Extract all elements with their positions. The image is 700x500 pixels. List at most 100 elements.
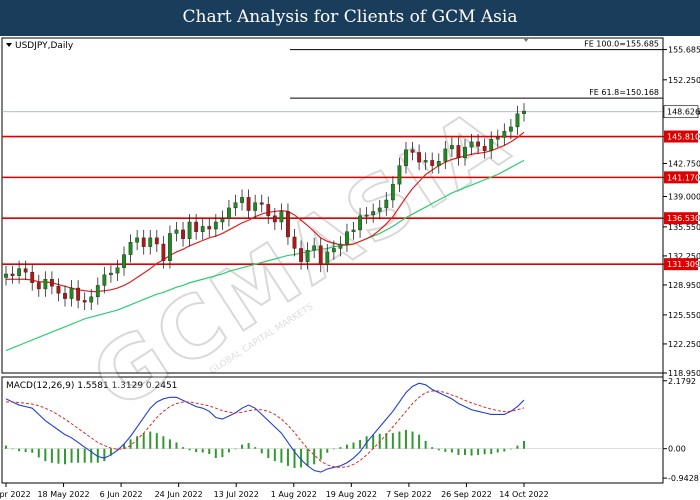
macd-histogram-bar (418, 434, 421, 449)
price-tick-label: 132.250 (668, 252, 700, 261)
macd-signal-line (6, 390, 525, 468)
price-tick-label: 118.950 (668, 369, 700, 378)
price-tick-label: 155.685 (668, 46, 700, 55)
candle-body (43, 279, 48, 290)
macd-histogram-bar (241, 444, 244, 449)
candle-body (115, 267, 120, 274)
candle-body (312, 245, 317, 251)
macd-histogram-bar (136, 436, 139, 449)
candle-body (436, 161, 441, 166)
date-tick-label: 18 May 2022 (37, 490, 89, 499)
candle-body (95, 285, 100, 298)
macd-histogram-bar (359, 439, 362, 449)
price-tick-label: 128.950 (668, 281, 700, 290)
macd-histogram-bar (300, 448, 303, 468)
candle-body (489, 139, 494, 151)
macd-histogram-bar (221, 448, 224, 458)
candle-body (56, 286, 61, 294)
price-tick-label: 142.750 (668, 159, 700, 168)
candle-body (410, 149, 415, 153)
macd-histogram-bar (260, 448, 263, 454)
macd-histogram-bar (404, 430, 407, 449)
macd-histogram-bar (109, 448, 112, 456)
fib-extension-label: FE 100.0=155.685 (584, 40, 659, 49)
price-tick-label: 122.250 (668, 340, 700, 349)
macd-histogram-bar (463, 448, 466, 455)
macd-histogram-bar (116, 448, 119, 450)
candle-body (318, 245, 323, 265)
candle-body (358, 215, 362, 231)
macd-histogram-bar (345, 444, 348, 449)
macd-histogram-bar (149, 431, 152, 449)
macd-histogram-bar (96, 448, 99, 463)
macd-histogram-bar (424, 440, 427, 449)
macd-histogram-bar (142, 433, 145, 449)
macd-histogram-bar (477, 448, 480, 455)
macd-histogram-bar (431, 447, 434, 449)
candle-body (515, 113, 520, 128)
level-price-tag-label: 131.309 (667, 260, 700, 269)
candle-body (174, 229, 179, 234)
macd-histogram-bar (332, 448, 335, 450)
date-tick-label: 29 Apr 2022 (0, 490, 31, 499)
candle-body (371, 211, 376, 216)
macd-histogram-bar (64, 448, 67, 465)
candle-body (4, 273, 8, 278)
date-tick-label: 14 Oct 2022 (499, 490, 548, 499)
candle-body (397, 165, 402, 185)
macd-histogram-bar (319, 448, 322, 460)
candle-body (168, 233, 172, 261)
date-tick-label: 1 Aug 2022 (271, 490, 317, 499)
macd-histogram-bar (450, 448, 453, 453)
macd-histogram-bar (227, 448, 230, 453)
macd-histogram-bar (313, 448, 316, 465)
macd-histogram-bar (391, 433, 394, 449)
candle-body (10, 273, 15, 276)
candle-body (423, 160, 428, 163)
candle-body (213, 221, 218, 230)
macd-line (5, 382, 525, 473)
candle-body (404, 149, 408, 166)
candle-body (82, 300, 87, 303)
macd-histogram-bar (201, 448, 204, 453)
dropdown-arrow-icon[interactable] (6, 43, 12, 47)
macd-histogram-bar (44, 448, 47, 462)
level-price-tag (664, 171, 698, 184)
candle-body (122, 254, 126, 268)
candle-body (463, 146, 467, 158)
macd-histogram-bar (90, 448, 93, 463)
candle-body (148, 237, 153, 247)
macd-histogram-bar (339, 447, 342, 449)
candle-body (390, 183, 395, 201)
level-price-tag (664, 212, 698, 225)
macd-histogram-bar (5, 445, 7, 449)
candle-body (220, 218, 225, 223)
macd-histogram-bar (208, 448, 211, 455)
macd-histogram-bar (293, 448, 296, 469)
price-tick-label: 125.550 (668, 311, 700, 320)
macd-histogram-bar (188, 448, 191, 451)
macd-histogram-bar (437, 448, 440, 451)
candle-body (49, 279, 54, 287)
candle-body (286, 211, 290, 238)
macd-histogram-bar (372, 434, 375, 449)
macd-histogram-bar (57, 448, 60, 464)
macd-histogram-bar (470, 448, 473, 456)
chart-page-title: Chart Analysis for Clients of GCM Asia (182, 7, 518, 27)
candle-body (508, 126, 513, 132)
macd-histogram-bar (398, 431, 401, 449)
candle-body (482, 146, 487, 151)
macd-histogram-bar (11, 448, 14, 450)
macd-histogram-bar (503, 448, 506, 452)
shift-marker-icon[interactable] (523, 38, 529, 42)
candle-body (469, 141, 474, 148)
macd-histogram-bar (182, 447, 185, 449)
fast-moving-average-line (6, 131, 525, 293)
macd-histogram-bar (273, 448, 276, 462)
candle-body (135, 237, 140, 243)
macd-label: MACD(12,26,9) 1.5581 1.3129 0.2451 (6, 381, 177, 391)
symbol-label: USDJPY,Daily (15, 41, 74, 51)
macd-histogram-bar (490, 448, 493, 455)
candle-body (102, 274, 107, 286)
macd-histogram-bar (306, 448, 309, 466)
